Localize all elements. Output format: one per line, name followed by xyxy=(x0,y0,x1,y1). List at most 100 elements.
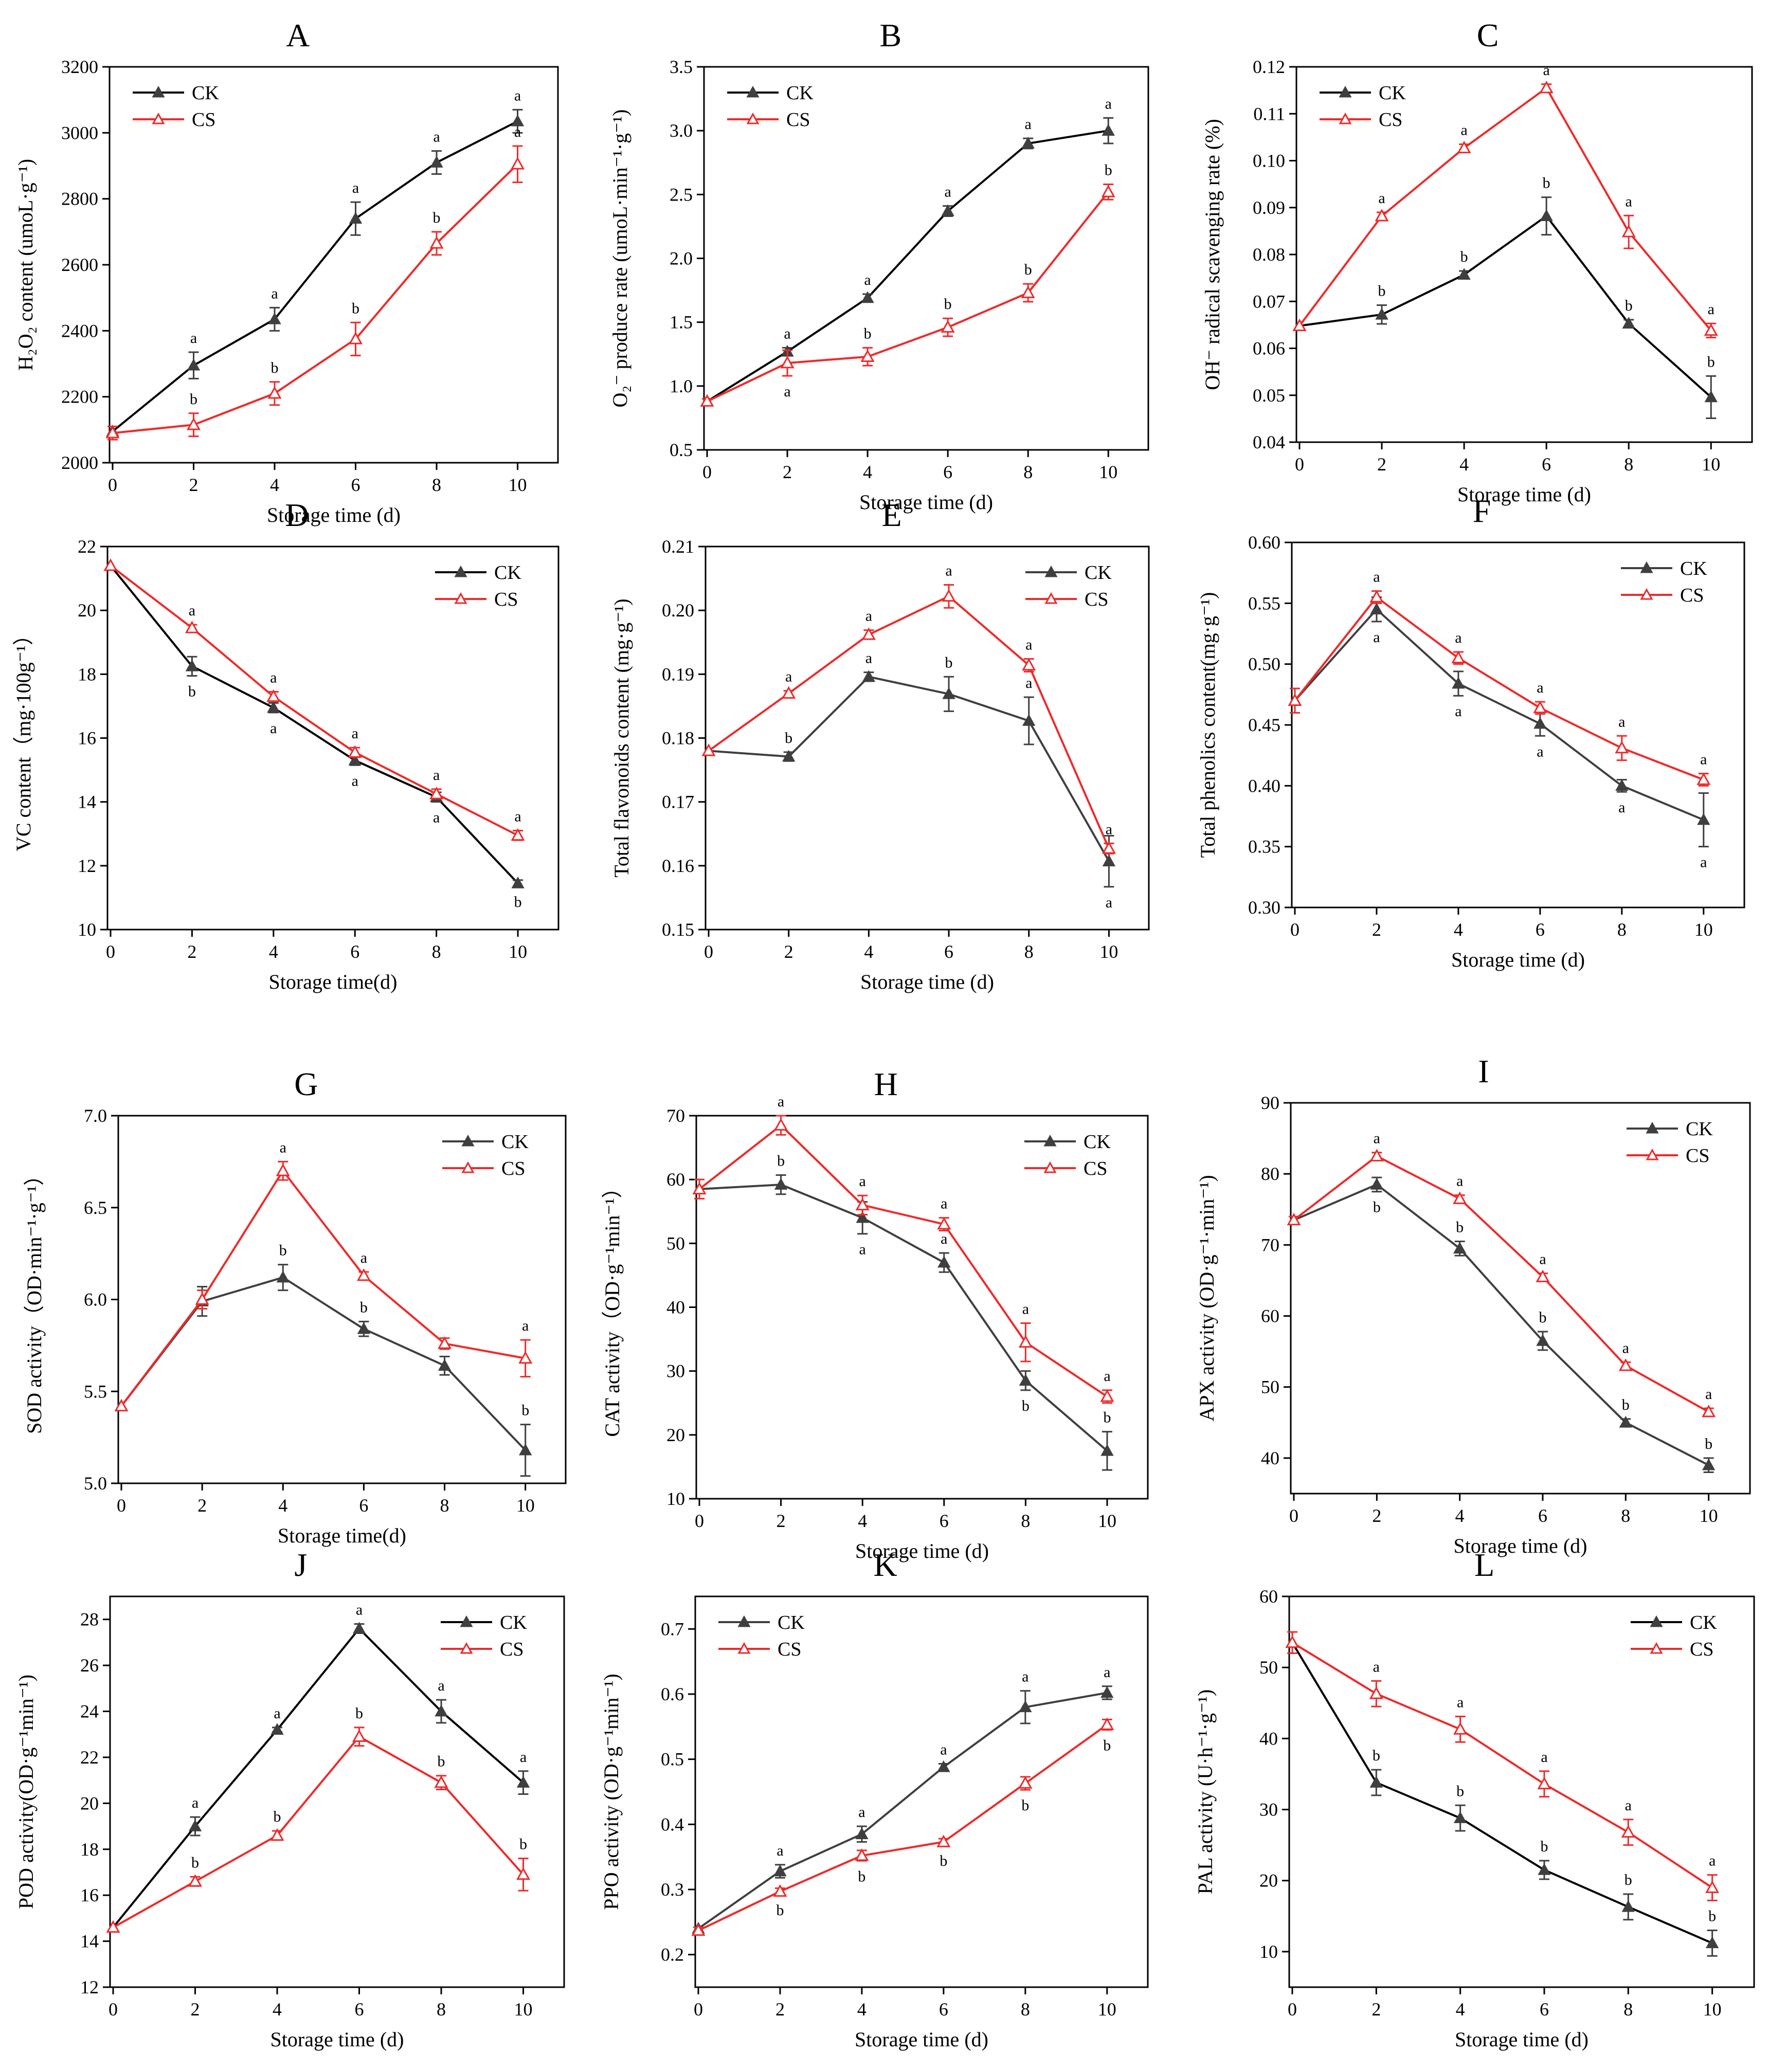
data-point xyxy=(937,1256,951,1268)
data-point xyxy=(1370,603,1383,614)
x-tick-label: 0 xyxy=(702,462,712,482)
significance-label: a xyxy=(865,650,872,667)
significance-label: a xyxy=(189,602,195,619)
panel-B: B 0 2 4 6 8 10 Storage time (d) 0.5 1.0 1.5 2.0 2.5 3… xyxy=(608,17,1149,514)
data-point xyxy=(430,156,443,168)
significance-label: b xyxy=(190,391,197,408)
significance-label: a xyxy=(858,1804,865,1821)
significance-label: a xyxy=(945,562,952,579)
data-point xyxy=(1100,1389,1114,1402)
data-point xyxy=(434,1775,448,1788)
y-tick-label: 50 xyxy=(1259,1657,1278,1678)
significance-label: a xyxy=(1106,894,1112,911)
data-point xyxy=(1615,740,1629,754)
data-point xyxy=(1702,1458,1716,1470)
y-tick-label: 30 xyxy=(666,1361,685,1382)
series-cs: b b b b b xyxy=(691,1717,1114,1936)
data-point xyxy=(1621,1825,1635,1838)
series-line-cs xyxy=(708,595,1110,849)
series-ck: b b b xyxy=(115,1242,532,1477)
significance-label: b xyxy=(438,1753,445,1770)
y-axis-label: VC content（mg·100g⁻¹） xyxy=(12,625,35,851)
x-axis-label: Storage time (d) xyxy=(855,1539,989,1562)
x-tick-label: 0 xyxy=(695,1511,704,1531)
data-point xyxy=(942,589,956,602)
significance-label: b xyxy=(514,894,522,911)
series-line-cs xyxy=(698,1723,1108,1932)
y-axis-label: SOD activity（OD·min⁻¹·g⁻¹） xyxy=(23,1165,46,1434)
y-tick-label: 60 xyxy=(1259,1586,1278,1607)
significance-label: a xyxy=(1700,854,1707,871)
data-point xyxy=(357,1322,371,1334)
data-point xyxy=(268,312,281,324)
data-point xyxy=(1457,140,1471,154)
data-point xyxy=(1102,124,1115,136)
x-tick-label: 8 xyxy=(1623,1999,1633,2020)
plot-frame xyxy=(1290,1102,1751,1495)
significance-label: a xyxy=(1025,116,1032,133)
data-point xyxy=(188,1819,202,1831)
significance-label: a xyxy=(271,285,278,302)
legend-marker xyxy=(460,1615,473,1627)
panel-A: A 0 2 4 6 8 10 Storage time (d) 2000 2200 2400 2600… xyxy=(14,17,559,526)
series-ck: b a a a b xyxy=(104,559,525,911)
data-point xyxy=(941,204,954,216)
data-point xyxy=(1539,80,1554,94)
y-tick-label: 60 xyxy=(1261,1306,1279,1326)
series-line-cs xyxy=(120,1169,526,1407)
x-tick-label: 8 xyxy=(1624,454,1633,475)
significance-label: a xyxy=(1104,1368,1110,1385)
legend-label: CK xyxy=(1379,82,1406,104)
data-point xyxy=(692,1182,707,1195)
legend-marker xyxy=(1646,1121,1659,1134)
legend: CK CS xyxy=(1627,1118,1713,1167)
x-tick-label: 8 xyxy=(440,1495,449,1516)
data-point xyxy=(1369,1686,1383,1699)
series-ck: b b b b b xyxy=(1293,175,1718,419)
data-point xyxy=(1536,1334,1549,1346)
y-axis-label: PPO activity (OD·g⁻¹min⁻¹) xyxy=(600,1674,623,1910)
series-ck: b a b a a xyxy=(702,650,1116,911)
data-point xyxy=(936,1834,951,1847)
significance-label: b xyxy=(1373,1199,1381,1216)
y-tick-label: 12 xyxy=(80,1977,99,1997)
x-tick-label: 6 xyxy=(943,462,952,482)
series-line-ck xyxy=(699,1184,1108,1452)
significance-label: a xyxy=(1374,1130,1380,1147)
y-tick-label: 60 xyxy=(666,1169,685,1190)
significance-label: b xyxy=(864,325,872,342)
x-tick-label: 6 xyxy=(1542,454,1551,475)
significance-label: a xyxy=(859,1173,866,1190)
significance-label: a xyxy=(785,668,792,685)
legend-label: CS xyxy=(1690,1639,1713,1660)
significance-label: a xyxy=(280,1139,286,1156)
y-tick-label: 0.11 xyxy=(1253,103,1285,124)
data-point xyxy=(937,1760,950,1772)
x-tick-label: 8 xyxy=(1617,919,1627,940)
x-axis-label: Storage time (d) xyxy=(1451,948,1585,971)
y-tick-label: 14 xyxy=(78,792,96,812)
significance-label: a xyxy=(433,809,440,826)
legend-marker xyxy=(461,1161,475,1173)
y-tick-label: 90 xyxy=(1261,1093,1279,1113)
significance-label: a xyxy=(352,772,358,789)
x-tick-label: 8 xyxy=(1024,941,1034,962)
panel-E: E 0 2 4 6 8 10 Storage time (d) 0.15 0.16 0.17 0.18… xyxy=(610,497,1150,993)
panel-letter: L xyxy=(1474,1547,1494,1583)
data-point xyxy=(1287,1212,1301,1226)
panel-L: L 0 2 4 6 8 10 Storage time (d) 10 20 30 40 50 60 PAL … xyxy=(1194,1547,1755,2051)
data-point xyxy=(352,1729,367,1742)
y-tick-label: 0.5 xyxy=(670,440,693,460)
y-tick-label: 80 xyxy=(1261,1164,1279,1184)
x-tick-label: 6 xyxy=(355,1999,364,2020)
significance-label: b xyxy=(191,1854,199,1871)
legend: CK CS xyxy=(435,562,521,610)
significance-label: a xyxy=(784,383,790,400)
data-point xyxy=(1451,650,1466,664)
x-tick-label: 0 xyxy=(106,941,115,962)
data-point xyxy=(185,659,199,671)
x-tick-label: 4 xyxy=(1454,919,1463,940)
significance-label: a xyxy=(356,1602,363,1619)
y-tick-label: 10 xyxy=(78,919,96,940)
x-tick-label: 8 xyxy=(1023,462,1033,482)
